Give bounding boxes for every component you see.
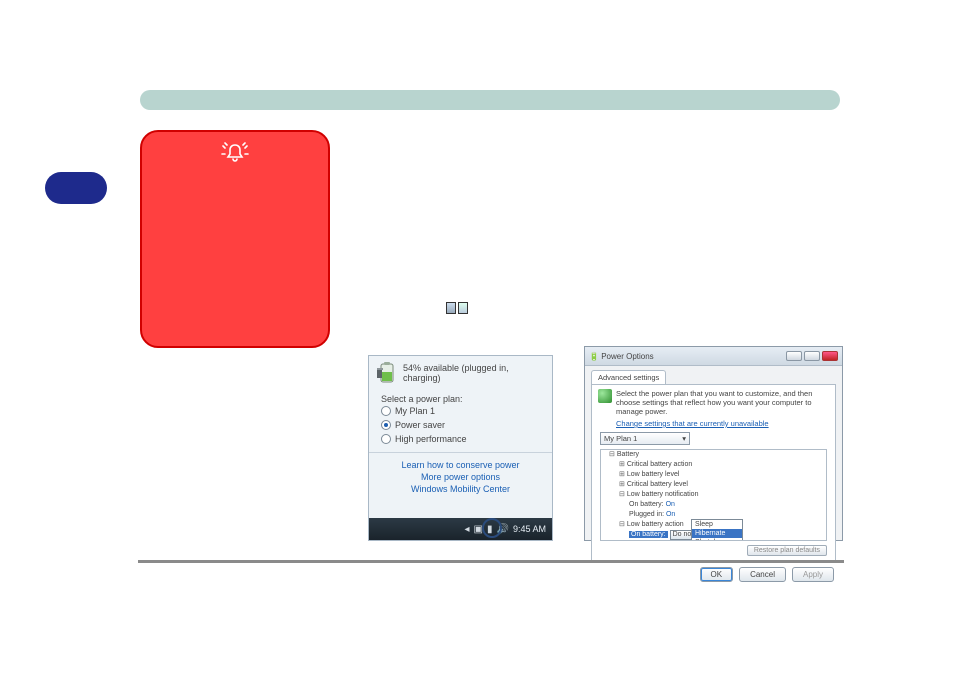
menu-item-hibernate[interactable]: Hibernate xyxy=(692,529,742,538)
clock-text[interactable]: 9:45 AM xyxy=(513,524,546,534)
radio-icon[interactable] xyxy=(381,406,391,416)
side-tab xyxy=(45,172,107,204)
tree-kv-value[interactable]: On xyxy=(666,511,675,518)
menu-item-sleep[interactable]: Sleep xyxy=(692,520,742,529)
header-bar xyxy=(140,90,840,110)
plan-radio-row[interactable]: My Plan 1 xyxy=(381,404,542,418)
power-options-dialog: 🔋 Power Options Advanced settings Select… xyxy=(584,346,843,541)
dialog-title: Power Options xyxy=(601,352,653,361)
battery-icon xyxy=(377,362,397,384)
dialog-description: Select the power plan that you want to c… xyxy=(616,389,829,416)
dialog-titlebar[interactable]: 🔋 Power Options xyxy=(585,347,842,366)
tree-item[interactable]: Critical battery action xyxy=(627,461,692,468)
tree-item[interactable]: Low battery level xyxy=(627,471,680,478)
battery-flyout: 54% available (plugged in, charging) Sel… xyxy=(368,355,553,541)
battery-small-icon: 🔋 xyxy=(589,352,599,361)
plan-radio-row[interactable]: Power saver xyxy=(381,418,542,432)
power-icon xyxy=(598,389,612,403)
tree-kv-label: On battery: xyxy=(629,501,664,508)
dropdown-value: My Plan 1 xyxy=(604,434,637,443)
mini-icon xyxy=(458,302,468,314)
tab-advanced-settings[interactable]: Advanced settings xyxy=(591,370,666,384)
battery-status-text: 54% available (plugged in, charging) xyxy=(403,363,544,383)
highlight-circle xyxy=(482,518,502,538)
plan-dropdown[interactable]: My Plan 1 ▾ xyxy=(600,432,690,445)
cancel-button[interactable]: Cancel xyxy=(739,567,786,582)
tree-kv-label: Plugged in: xyxy=(629,511,664,518)
close-button[interactable] xyxy=(822,351,838,361)
tree-item[interactable]: Low battery notification xyxy=(627,491,699,498)
dropdown-menu[interactable]: Sleep Hibernate Shut down xyxy=(691,519,743,541)
link-conserve[interactable]: Learn how to conserve power xyxy=(369,459,552,471)
tray-icon[interactable]: ◂ xyxy=(465,524,470,535)
settings-tree[interactable]: ⊟Battery ⊞Critical battery action ⊞Low b… xyxy=(600,449,827,541)
taskbar: ◂ ▣ ▮ 🔊 9:45 AM xyxy=(369,518,552,540)
tree-root[interactable]: Battery xyxy=(617,451,639,458)
select-plan-label: Select a power plan: xyxy=(381,394,542,404)
radio-icon[interactable] xyxy=(381,420,391,430)
warning-box xyxy=(140,130,330,348)
footer-rule xyxy=(138,560,844,563)
chevron-down-icon: ▾ xyxy=(682,434,686,443)
link-mobility-center[interactable]: Windows Mobility Center xyxy=(369,483,552,495)
tree-kv-value[interactable]: On xyxy=(666,501,675,508)
inline-icon-pair xyxy=(446,302,470,316)
restore-defaults-button[interactable]: Restore plan defaults xyxy=(747,545,827,556)
tree-item[interactable]: Low battery action xyxy=(627,521,684,528)
tab-panel: Select the power plan that you want to c… xyxy=(591,384,836,563)
apply-button[interactable]: Apply xyxy=(792,567,834,582)
plan-label: Power saver xyxy=(395,420,445,430)
ok-button[interactable]: OK xyxy=(700,567,734,582)
radio-icon[interactable] xyxy=(381,434,391,444)
plan-label: High performance xyxy=(395,434,467,444)
change-settings-link[interactable]: Change settings that are currently unava… xyxy=(616,419,829,428)
alarm-bell-icon xyxy=(221,142,249,166)
plan-label: My Plan 1 xyxy=(395,406,435,416)
tree-item[interactable]: Critical battery level xyxy=(627,481,688,488)
plan-radio-row[interactable]: High performance xyxy=(381,432,542,446)
tree-kv-label[interactable]: On battery: xyxy=(629,531,668,538)
maximize-button[interactable] xyxy=(804,351,820,361)
flyout-links: Learn how to conserve power More power o… xyxy=(369,452,552,501)
link-more-options[interactable]: More power options xyxy=(369,471,552,483)
mini-icon xyxy=(446,302,456,314)
minimize-button[interactable] xyxy=(786,351,802,361)
